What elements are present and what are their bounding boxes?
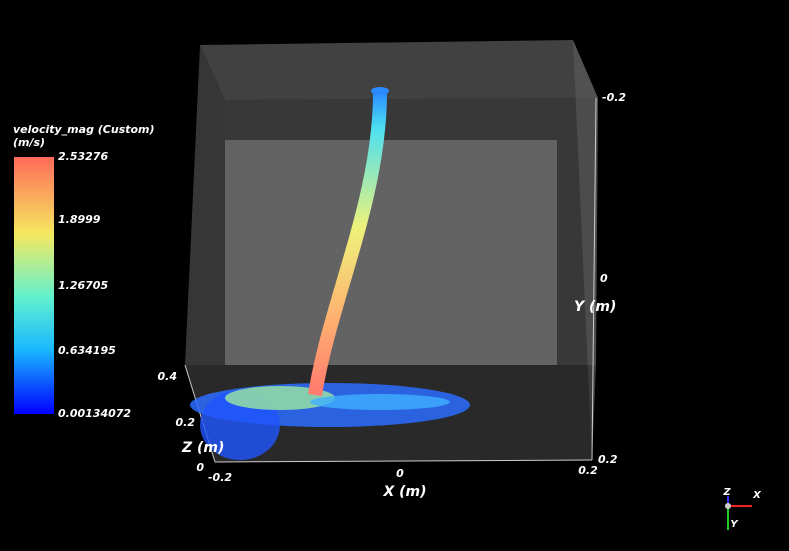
box-face: [225, 140, 557, 365]
splash: [225, 386, 335, 410]
jet: [308, 91, 387, 397]
colorbar-title: velocity_mag (Custom): [13, 123, 155, 136]
box-face: [225, 98, 598, 365]
x-tick-label: -0.2: [208, 471, 232, 484]
z-tick-label: 0.2: [176, 416, 196, 429]
colorbar-label: 2.53276: [58, 150, 108, 163]
orientation-origin: [725, 503, 731, 509]
z-axis-title: Z (m): [181, 440, 224, 456]
orientation-label: Y: [730, 519, 739, 530]
orientation-label: Z: [722, 487, 731, 498]
y-tick-label: 0: [600, 272, 608, 285]
colorbar-unit: (m/s): [13, 136, 45, 149]
orientation-label: X: [752, 490, 762, 501]
jet-top: [371, 87, 389, 95]
y-tick-label: 0.2: [598, 453, 618, 466]
colorbar-label: 1.26705: [58, 279, 108, 292]
x-tick-label: 0.2: [578, 464, 598, 477]
z-tick-label: 0: [196, 461, 204, 474]
axis-line: [591, 97, 597, 461]
z-tick-label: 0.4: [158, 370, 178, 383]
x-axis-title: X (m): [382, 484, 426, 500]
y-tick-label: -0.2: [602, 91, 626, 104]
box-face: [200, 40, 598, 100]
axis-line: [214, 459, 593, 463]
x-tick-label: 0: [396, 467, 404, 480]
colorbar-label: 0.634195: [58, 344, 116, 357]
colorbar: [14, 157, 54, 414]
colorbar-label: 0.00134072: [58, 407, 131, 420]
splash: [310, 394, 450, 410]
y-axis-title: Y (m): [574, 299, 616, 315]
colorbar-label: 1.8999: [58, 213, 101, 226]
box-face: [185, 45, 225, 365]
